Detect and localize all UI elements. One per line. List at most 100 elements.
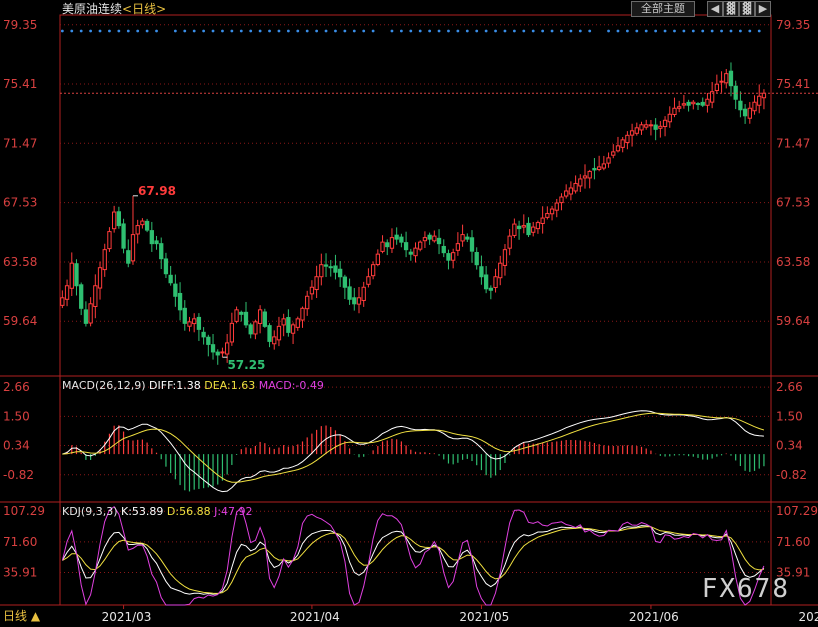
- candle-body: [460, 234, 465, 242]
- candle-53: [309, 280, 315, 300]
- candle-body: [206, 336, 211, 345]
- candle-body: [314, 276, 319, 291]
- candle-27: [187, 316, 192, 332]
- event-dot-16: [221, 29, 224, 33]
- candle-59: [338, 261, 343, 287]
- candle-body: [700, 101, 705, 106]
- price-axis-right-tick-4: 63.58: [776, 255, 810, 269]
- candle-87: [469, 230, 475, 263]
- candle-9: [102, 243, 107, 277]
- event-dot-19: [249, 29, 253, 33]
- candle-35: [225, 333, 230, 363]
- candle-body: [516, 225, 522, 230]
- event-dot-34: [399, 29, 403, 33]
- event-dot-61: [663, 29, 667, 33]
- candle-body: [239, 311, 244, 315]
- event-dot-66: [710, 29, 714, 33]
- candle-13: [121, 218, 126, 254]
- candle-body: [644, 124, 649, 128]
- price-axis-left-tick-5: 59.64: [3, 314, 37, 328]
- macd-legend-diff: DIFF:1.38: [149, 379, 201, 392]
- nav-button-1[interactable]: ▓: [723, 1, 739, 17]
- candle-body: [370, 264, 376, 277]
- candle-62: [352, 288, 357, 311]
- candle-122: [634, 122, 639, 136]
- candle-10: [107, 227, 112, 252]
- event-dot-30: [352, 29, 356, 33]
- candle-61: [347, 278, 352, 305]
- theme-dropdown-button[interactable]: 全部主题: [631, 1, 695, 17]
- price-axis-right-tick-1: 75.41: [776, 77, 810, 91]
- candle-65: [366, 268, 371, 288]
- prev-button[interactable]: ◀: [707, 1, 723, 17]
- event-dot-7: [126, 29, 130, 33]
- candle-84: [455, 232, 461, 256]
- kdj-legend-title: KDJ(9,3,3): [62, 505, 118, 518]
- event-dot-68: [729, 29, 733, 33]
- candle-body: [559, 196, 564, 204]
- next-button[interactable]: ▶: [755, 1, 771, 17]
- candle-91: [488, 285, 493, 300]
- event-dot-6: [117, 29, 121, 33]
- event-dot-51: [560, 29, 563, 33]
- kdj-legend-k: K:53.89: [121, 505, 164, 518]
- x-tick-label-2: 2021/05: [459, 610, 509, 624]
- macd-axis-right-tick-0: 2.66: [776, 380, 803, 394]
- candle-body: [319, 264, 324, 278]
- event-dot-52: [569, 29, 573, 33]
- candle-64: [361, 281, 366, 307]
- candle-103: [545, 206, 550, 220]
- candle-5: [83, 301, 89, 327]
- nav-button-2[interactable]: ▓: [739, 1, 755, 17]
- candle-body: [356, 297, 362, 305]
- event-dot-46: [512, 29, 516, 33]
- candle-body: [173, 283, 178, 297]
- candle-body: [469, 237, 475, 252]
- macd-axis-right-tick-3: -0.82: [776, 468, 807, 482]
- candle-body: [427, 234, 432, 240]
- candle-127: [658, 121, 663, 138]
- price-axis-left-tick-2: 71.47: [3, 136, 37, 150]
- candle-body: [747, 107, 752, 119]
- candle-138: [709, 81, 715, 109]
- candle-142: [728, 62, 734, 97]
- event-dot-57: [625, 29, 629, 33]
- candle-body: [493, 276, 498, 288]
- candle-body: [300, 307, 305, 321]
- candle-144: [738, 91, 743, 118]
- candle-body: [323, 264, 329, 267]
- kdj-axis-right-tick-2: 35.91: [776, 565, 810, 579]
- macd-axis-left-tick-0: 2.66: [3, 380, 30, 394]
- candle-body: [611, 151, 616, 156]
- candle-137: [705, 93, 710, 113]
- candle-72: [399, 233, 404, 248]
- candle-body: [432, 235, 437, 242]
- x-tick-label-0: 2021/03: [102, 610, 152, 624]
- candle-body: [149, 230, 154, 245]
- period-selector[interactable]: 日线 ▲: [3, 609, 41, 623]
- event-dot-22: [277, 29, 281, 33]
- candle-37: [234, 306, 239, 324]
- candle-133: [686, 99, 691, 112]
- candle-body: [714, 83, 719, 92]
- macd-legend-dea: DEA:1.63: [204, 379, 256, 392]
- candle-34: [220, 347, 225, 358]
- candle-147: [752, 95, 757, 115]
- event-dot-71: [757, 29, 761, 33]
- candle-body: [757, 95, 762, 106]
- candle-28: [192, 313, 197, 333]
- candle-body: [385, 242, 390, 248]
- candle-body: [210, 344, 216, 353]
- event-dot-3: [89, 29, 93, 33]
- kdj-axis-right-tick-0: 107.29: [776, 504, 818, 518]
- candle-body: [74, 263, 79, 287]
- candle-41: [253, 319, 258, 340]
- candle-3: [74, 259, 79, 296]
- candle-body: [691, 101, 696, 105]
- event-dot-18: [239, 29, 243, 33]
- candle-body: [455, 243, 461, 251]
- period-indicator[interactable]: <日线>: [122, 2, 167, 16]
- candle-80: [436, 229, 442, 255]
- candle-body: [399, 236, 404, 243]
- candle-body: [93, 285, 98, 308]
